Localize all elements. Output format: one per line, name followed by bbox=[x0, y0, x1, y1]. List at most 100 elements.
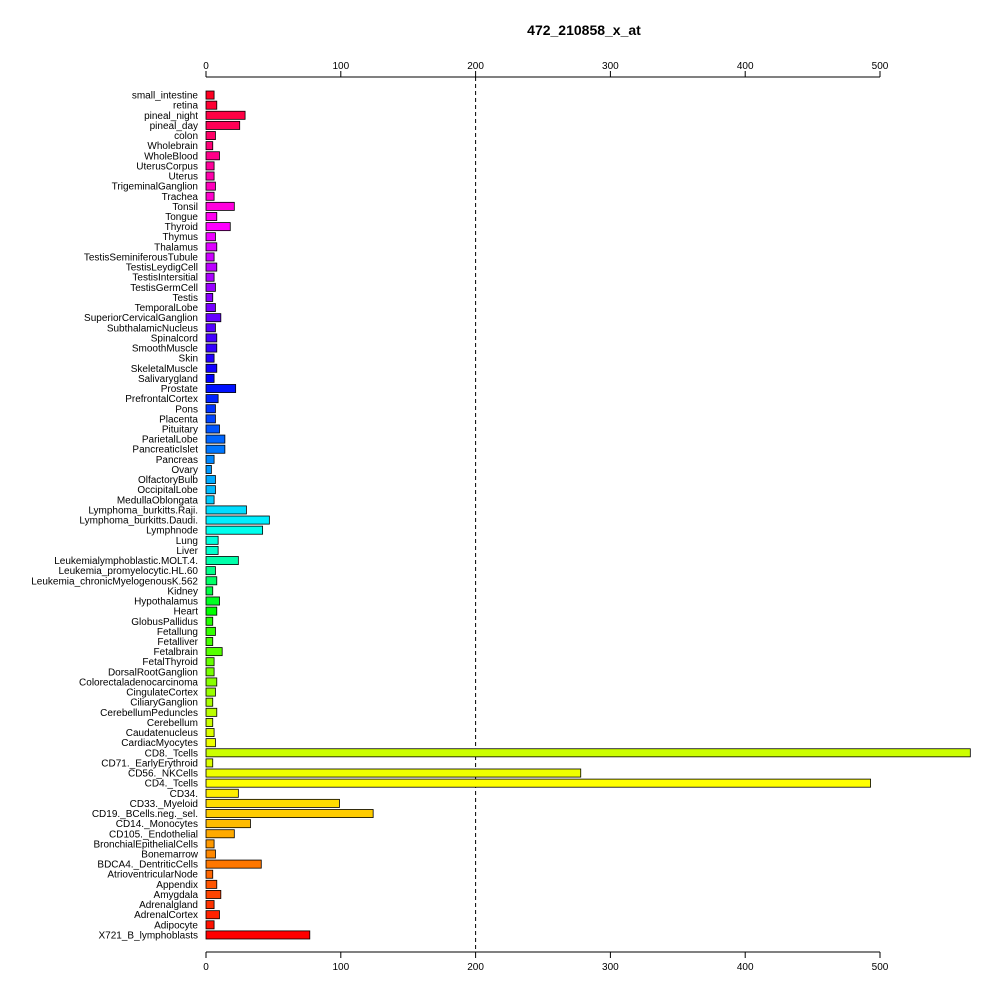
category-label: Bonemarrow bbox=[141, 849, 198, 860]
bar bbox=[205, 181, 216, 191]
x-tick-label: 100 bbox=[332, 962, 349, 973]
category-label: CD33._Myeloid bbox=[130, 799, 198, 810]
bar bbox=[205, 252, 215, 262]
category-label: Hypothalamus bbox=[134, 597, 198, 608]
x-tick-label: 300 bbox=[602, 61, 619, 72]
bar bbox=[205, 394, 219, 404]
category-label: Heart bbox=[174, 607, 199, 618]
bar bbox=[205, 748, 971, 758]
category-label: PrefrontalCortex bbox=[125, 394, 198, 405]
category-label: FetalThyroid bbox=[142, 657, 198, 668]
bar bbox=[205, 819, 251, 829]
category-label: TemporalLobe bbox=[135, 303, 199, 314]
bar bbox=[205, 758, 214, 768]
category-label: DorsalRootGanglion bbox=[108, 667, 198, 678]
bar bbox=[205, 657, 215, 667]
x-tick-label: 100 bbox=[332, 61, 349, 72]
category-label: Skin bbox=[179, 354, 198, 365]
bar bbox=[205, 110, 246, 120]
x-tick-label: 500 bbox=[872, 61, 889, 72]
category-label: CardiacMyocytes bbox=[121, 738, 198, 749]
bar bbox=[205, 444, 226, 454]
bar bbox=[205, 798, 340, 808]
bar bbox=[205, 191, 215, 201]
bar bbox=[205, 697, 214, 707]
category-label: Thalamus bbox=[154, 242, 198, 253]
category-label: SubthalamicNucleus bbox=[107, 323, 198, 334]
category-label: Thymus bbox=[162, 232, 198, 243]
category-label: Lymphoma_burkitts.Daudi. bbox=[79, 516, 198, 527]
bar bbox=[205, 303, 216, 313]
category-label: Trachea bbox=[162, 192, 199, 203]
bar bbox=[205, 687, 216, 697]
bar bbox=[205, 667, 215, 677]
bar bbox=[205, 434, 226, 444]
x-tick-label: 0 bbox=[203, 962, 209, 973]
category-label: Spinalcord bbox=[151, 333, 198, 344]
category-label: Salivarygland bbox=[138, 374, 198, 385]
bar bbox=[205, 910, 220, 920]
bar bbox=[205, 637, 214, 646]
bar bbox=[205, 120, 241, 130]
category-label: TestisIntersitial bbox=[132, 273, 198, 284]
category-label: Cerebellum bbox=[147, 718, 198, 729]
bar bbox=[205, 475, 216, 485]
category-label: Prostate bbox=[161, 384, 199, 395]
bar bbox=[205, 201, 235, 211]
category-label: Tongue bbox=[165, 212, 198, 223]
bar bbox=[205, 525, 264, 535]
bar bbox=[205, 323, 216, 333]
category-label: pineal_night bbox=[144, 111, 198, 122]
bar bbox=[205, 313, 222, 323]
category-label: GlobusPallidus bbox=[131, 617, 198, 628]
bar bbox=[205, 707, 218, 717]
bar bbox=[205, 930, 311, 940]
bar bbox=[205, 900, 215, 910]
category-label: colon bbox=[174, 131, 198, 142]
bar bbox=[205, 566, 216, 576]
category-label: retina bbox=[173, 101, 198, 112]
bar bbox=[205, 343, 218, 353]
bar bbox=[205, 363, 218, 373]
bar bbox=[205, 222, 231, 232]
bar bbox=[205, 829, 235, 839]
category-label: OccipitalLobe bbox=[137, 485, 198, 496]
bar bbox=[205, 778, 871, 788]
category-label: WholeBlood bbox=[144, 151, 198, 162]
bar bbox=[205, 292, 214, 302]
category-label: Adipocyte bbox=[154, 920, 198, 931]
category-label: Adrenalgland bbox=[139, 900, 198, 911]
bar bbox=[205, 586, 214, 596]
category-label: Leukemialymphoblastic.MOLT.4. bbox=[54, 556, 198, 567]
bar bbox=[205, 839, 215, 849]
bar bbox=[205, 505, 247, 515]
x-tick-label: 300 bbox=[602, 962, 619, 973]
x-tick-label: 200 bbox=[467, 61, 484, 72]
bar bbox=[205, 333, 218, 343]
chart-title: 472_210858_x_at bbox=[527, 22, 641, 38]
x-tick-label: 400 bbox=[737, 61, 754, 72]
bar bbox=[205, 242, 218, 252]
bar bbox=[205, 353, 215, 363]
category-label: Fetallung bbox=[157, 627, 198, 638]
category-label: MedullaOblongata bbox=[117, 495, 199, 506]
bar bbox=[205, 859, 262, 869]
bar bbox=[205, 556, 239, 565]
bar bbox=[205, 373, 215, 383]
bar bbox=[205, 465, 212, 474]
bar bbox=[205, 596, 220, 606]
category-label: SkeletalMuscle bbox=[131, 364, 199, 375]
category-label: Colorectaladenocarcinoma bbox=[79, 677, 198, 688]
category-label: PancreaticIslet bbox=[132, 445, 198, 456]
category-label: TestisGermCell bbox=[130, 283, 198, 294]
bar bbox=[205, 404, 216, 414]
category-label: Pons bbox=[175, 404, 198, 415]
category-label: Liver bbox=[176, 546, 198, 557]
bar bbox=[205, 849, 216, 859]
category-label: Ovary bbox=[171, 465, 198, 476]
bar bbox=[205, 151, 220, 161]
x-tick-label: 0 bbox=[203, 61, 209, 72]
category-label: X721_B_lymphoblasts bbox=[98, 930, 198, 941]
category-label: AdrenalCortex bbox=[134, 910, 198, 921]
bar bbox=[205, 809, 374, 818]
